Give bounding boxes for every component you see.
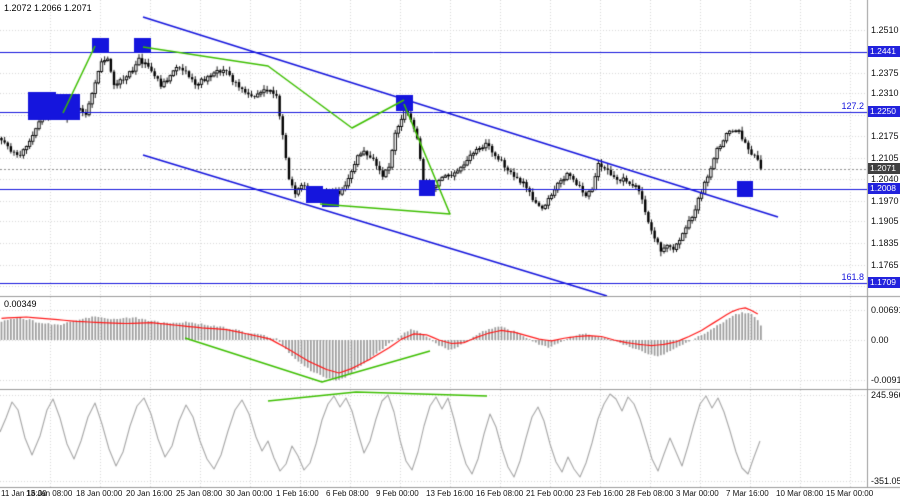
- price-axis-tick: 1.1765: [871, 260, 899, 271]
- price-axis-tick: 1.1835: [871, 238, 899, 249]
- time-axis-label: 18 Jan 00:00: [76, 489, 123, 498]
- price-axis-tick: 1.2040: [871, 173, 899, 184]
- current-price-badge: 1.2071: [868, 162, 900, 174]
- fib-level-label: 127.2: [841, 101, 864, 112]
- macd-axis-label: 0.00: [871, 335, 889, 345]
- macd-value-label: 0.00349: [4, 299, 37, 309]
- fib-level-label: 161.8: [841, 272, 864, 283]
- time-axis-label: 13 Feb 16:00: [426, 489, 474, 498]
- price-level-badge: 1.1709: [868, 277, 900, 289]
- time-axis-label: 6 Feb 08:00: [326, 489, 369, 498]
- time-axis-label: 11 Jan 16:00: [1, 489, 47, 498]
- price-level-badge: 1.2008: [868, 182, 900, 194]
- time-axis-label: 25 Jan 08:00: [176, 489, 223, 498]
- price-axis-tick: 1.1970: [871, 195, 899, 206]
- price-axis-tick: 1.2105: [871, 152, 899, 163]
- macd-axis-label: 0.00691: [871, 304, 900, 315]
- price-axis-tick: 1.2175: [871, 130, 899, 141]
- price-level-badge: 1.2441: [868, 45, 900, 57]
- time-axis-label: 30 Jan 00:00: [226, 489, 273, 498]
- time-axis-label: 13 Jan 08:00: [26, 489, 73, 498]
- time-axis-label: 7 Mar 16:00: [726, 489, 769, 498]
- osc-axis-label: -351.058: [871, 476, 900, 486]
- macd-axis-label: -0.00917: [871, 374, 900, 385]
- price-level-badge: 1.2250: [868, 106, 900, 118]
- osc-axis-label: 245.9664: [871, 390, 900, 400]
- time-axis-label: 21 Feb 00:00: [526, 489, 574, 498]
- time-axis-label: 10 Mar 08:00: [776, 489, 824, 498]
- price-axis-tick: 1.2375: [871, 67, 899, 78]
- time-axis-label: 3 Mar 00:00: [676, 489, 719, 498]
- time-axis-label: 28 Feb 08:00: [626, 489, 674, 498]
- quote-info: 1.2072 1.2066 1.2071: [4, 3, 92, 13]
- time-axis-label: 23 Feb 16:00: [576, 489, 624, 498]
- time-axis-label: 16 Feb 08:00: [476, 489, 524, 498]
- price-axis-tick: 1.1905: [871, 216, 899, 227]
- price-axis-tick: 1.2310: [871, 88, 899, 99]
- time-axis-label: 20 Jan 16:00: [126, 489, 173, 498]
- time-axis-label: 9 Feb 00:00: [376, 489, 419, 498]
- time-axis-label: 1 Feb 16:00: [276, 489, 319, 498]
- price-axis-tick: 1.2510: [871, 25, 899, 35]
- time-axis-label: 15 Mar 00:00: [826, 489, 874, 498]
